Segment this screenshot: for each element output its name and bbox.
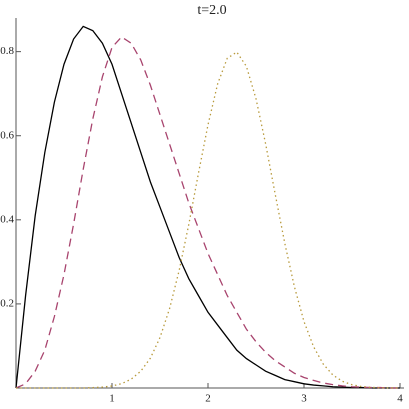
x-tick-label: 1 — [109, 393, 115, 405]
chart-title: t=2.0 — [197, 3, 226, 18]
y-tick-label: 0.4 — [0, 213, 14, 225]
y-tick-label: 0.2 — [0, 297, 14, 309]
x-tick-label: 2 — [205, 393, 211, 405]
y-tick-label: 0.6 — [0, 129, 14, 141]
series-line — [15, 36, 400, 389]
series-line — [15, 25, 400, 389]
series-line — [16, 51, 401, 389]
x-tick-label: 4 — [397, 393, 403, 405]
y-tick-label: 0.8 — [0, 45, 14, 57]
x-tick-label: 3 — [301, 393, 307, 405]
